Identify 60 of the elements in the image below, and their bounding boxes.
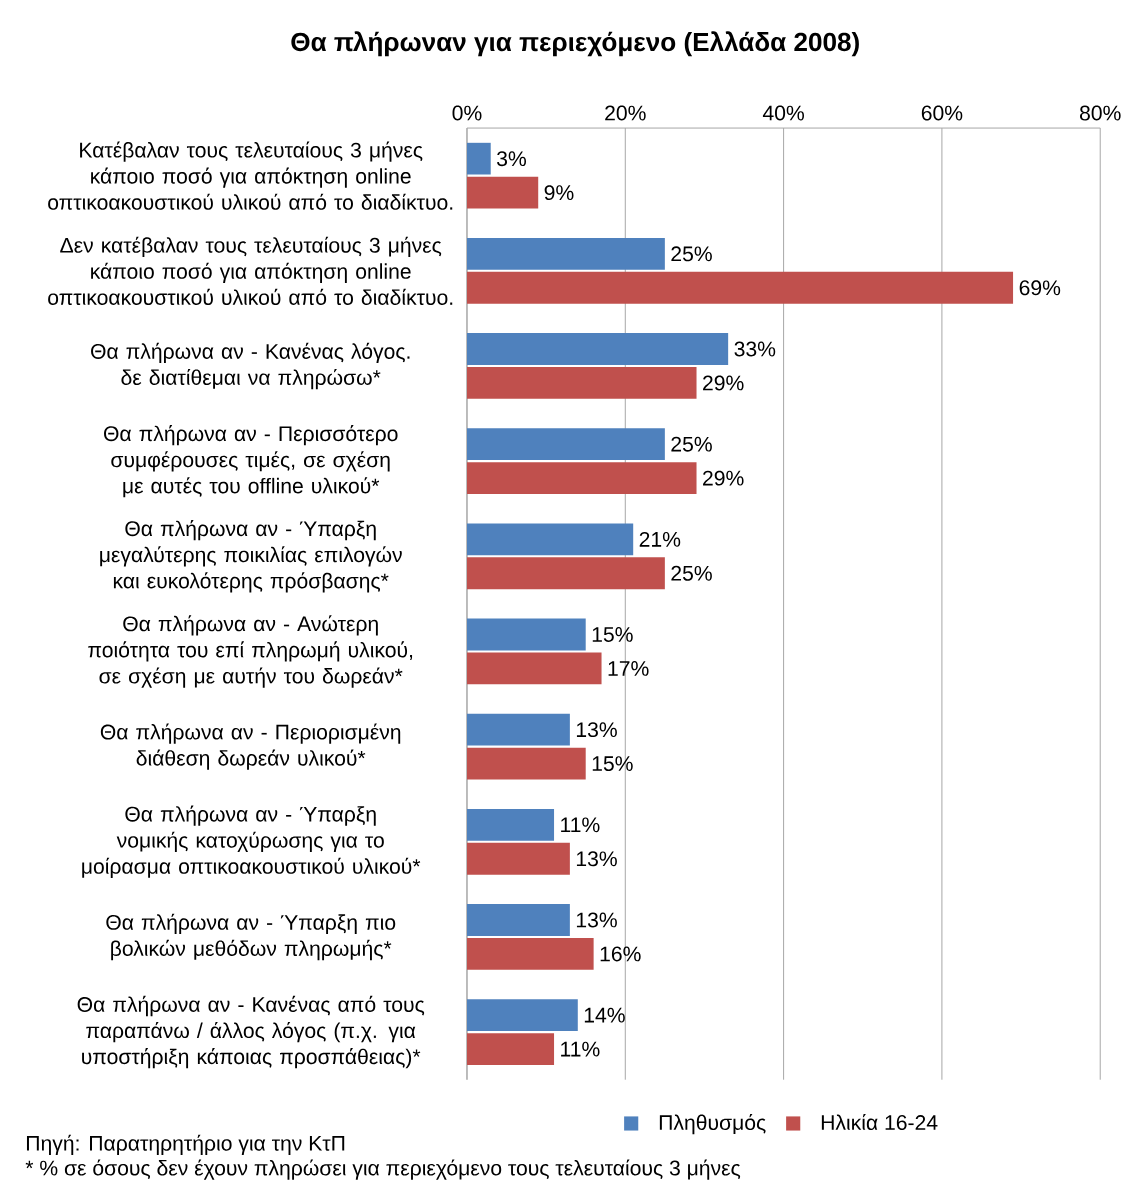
- y-tick-label: Θα πλήρωνα αν - Περισσότερο συμφέρουσες τιμές, σε σχέση με αυτές του offline υλικού*: [104, 425, 398, 498]
- bar: [466, 1033, 555, 1066]
- bar: [466, 367, 697, 399]
- bar: [466, 747, 586, 780]
- data-label: 15%: [592, 627, 633, 642]
- y-tick-label: Θα πλήρωνα αν - Ανώτερη ποιότητα του επί πληρωμή υλικού, σε σχέση με αυτήν του δωρεάν*: [88, 615, 413, 688]
- data-label: 15%: [592, 756, 633, 772]
- bar: [466, 904, 570, 936]
- x-tick-label: 0%: [452, 105, 482, 121]
- data-label: 13%: [576, 851, 617, 867]
- data-label: 25%: [671, 246, 712, 262]
- bar: [466, 271, 1014, 304]
- bar: [466, 176, 539, 209]
- data-label: 33%: [734, 341, 776, 357]
- bar: [466, 523, 634, 556]
- y-tick-label: Θα πλήρωνα αν - Κανένας λόγος. δε διατίθεμαι να πληρώσω*: [91, 342, 410, 390]
- y-tick-label: Δεν κατέβαλαν τους τελευταίους 3 μήνες κάποιο ποσό για απόκτηση online οπτικοακουστικού υλικού από το διαδίκτυο.: [48, 236, 453, 305]
- bar: [466, 618, 586, 651]
- text: * % σε όσους δεν έχουν πληρώσει για περιεχόμενο τους τελευταίους 3 μήνες: [25, 1159, 741, 1180]
- bar: [466, 999, 578, 1032]
- data-label: 25%: [671, 436, 712, 452]
- bar: [466, 842, 570, 875]
- bar: [466, 713, 570, 746]
- x-tick-label: 40%: [762, 105, 804, 121]
- data-label: 25%: [671, 565, 712, 581]
- y-tick-label: Θα πλήρωνα αν - Κανένας από τους παραπάνω / άλλος λόγος (π.χ. για υποστήριξη κάποιας προσπάθειας)*: [77, 995, 425, 1069]
- data-label: 3%: [497, 151, 526, 167]
- bar: [466, 557, 665, 590]
- data-label: 9%: [544, 185, 574, 201]
- y-tick-label: Θα πλήρωνα αν - Ύπαρξη πιο βολικών μεθόδων πληρωμής*: [106, 913, 396, 961]
- x-tick-label: 20%: [605, 105, 646, 121]
- bar: [466, 808, 555, 841]
- data-label: 11%: [561, 817, 600, 833]
- data-label: 14%: [584, 1007, 625, 1023]
- data-label: 17%: [608, 661, 649, 676]
- data-label: 11%: [561, 1041, 600, 1057]
- data-label: 29%: [703, 375, 744, 391]
- data-label: 29%: [703, 470, 744, 486]
- y-tick-label: Θα πλήρωνα αν - Ύπαρξη νομικής κατοχύρωσης για το μοίρασμα οπτικοακουστικού υλικού*: [82, 805, 421, 879]
- bar: [466, 938, 594, 970]
- y-tick-label: Κατέβαλαν τους τελευταίους 3 μήνες κάποιο ποσό για απόκτηση online οπτικοακουστικού υλικού από το διαδίκτυο.: [48, 141, 453, 210]
- y-tick-label: Θα πλήρωνα αν - Ύπαρξη μεγαλύτερης ποικιλίας επιλογών και ευκολότερης πρόσβασης*: [100, 520, 402, 593]
- y-tick-label: Θα πλήρωνα αν - Περιορισμένη διάθεση δωρεάν υλικού*: [100, 723, 401, 770]
- x-tick-label: 60%: [921, 105, 963, 121]
- bar: [466, 462, 697, 495]
- legend-label: Ηλικία 16-24: [821, 1113, 938, 1131]
- bar: [466, 333, 729, 365]
- data-label: 16%: [600, 946, 641, 962]
- bar: [466, 237, 665, 270]
- data-label: 13%: [576, 912, 617, 928]
- bar: [466, 428, 665, 461]
- data-label: 13%: [576, 722, 617, 738]
- chart-title: Θα πλήρωναν για περιεχόμενο (Ελλάδα 2008): [291, 31, 859, 57]
- bar: [466, 142, 491, 175]
- bar: [466, 652, 602, 685]
- data-label: 69%: [1019, 280, 1061, 296]
- text: Πηγή: Παρατηρητήριο για την ΚτΠ: [26, 1134, 345, 1155]
- legend-label: Πληθυσμός: [659, 1113, 766, 1135]
- data-label: 21%: [639, 531, 681, 547]
- x-tick-label: 80%: [1079, 105, 1121, 121]
